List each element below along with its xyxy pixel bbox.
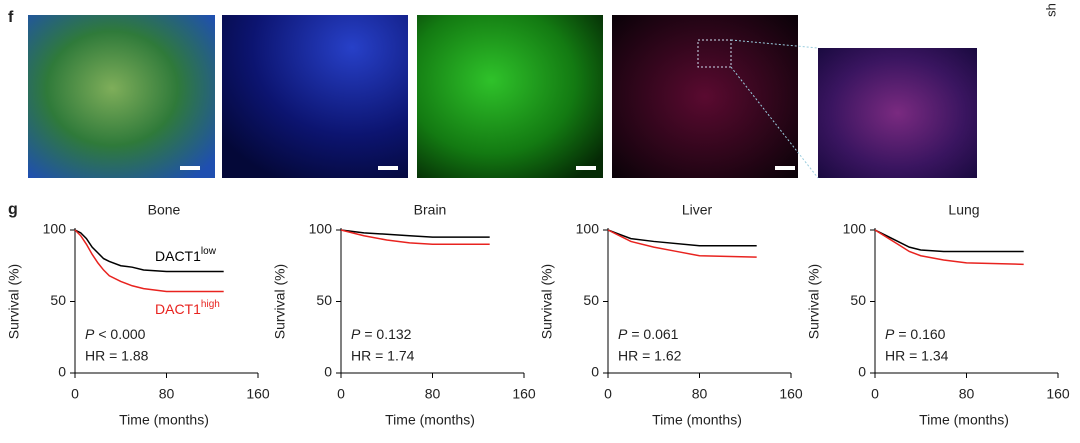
chart-title: Liver xyxy=(682,202,713,218)
micrograph-blue xyxy=(222,15,408,178)
p-value: P = 0.160 xyxy=(885,326,946,342)
y-tick-label: 100 xyxy=(309,221,333,237)
legend-entry: DACT1high xyxy=(155,299,220,317)
hazard-ratio: HR = 1.34 xyxy=(885,348,949,364)
p-value: P = 0.132 xyxy=(351,326,412,342)
survival-curve xyxy=(74,229,224,293)
x-tick-label: 0 xyxy=(871,386,879,402)
p-symbol: P xyxy=(618,326,628,342)
legend-name: DACT1 xyxy=(155,248,201,264)
hazard-ratio: HR = 1.62 xyxy=(618,348,682,364)
y-tick-label: 50 xyxy=(50,292,66,308)
hazard-ratio: HR = 1.88 xyxy=(85,348,149,364)
p-symbol: P xyxy=(85,326,95,342)
legend-superscript: high xyxy=(201,299,220,310)
y-tick-label: 50 xyxy=(850,292,866,308)
y-tick-label: 100 xyxy=(576,221,600,237)
y-axis-label: Survival (%) xyxy=(272,264,288,339)
x-tick-label: 80 xyxy=(425,386,441,402)
y-axis-label: Survival (%) xyxy=(6,264,22,339)
chart-title: Bone xyxy=(148,202,181,218)
scale-bar xyxy=(576,166,596,170)
p-text: < 0.000 xyxy=(98,326,145,342)
y-tick-label: 100 xyxy=(843,221,867,237)
scale-bar xyxy=(378,166,398,170)
x-axis-label: Time (months) xyxy=(385,412,475,428)
x-tick-label: 160 xyxy=(1046,386,1070,402)
p-value: P < 0.000 xyxy=(85,326,146,342)
y-axis-label: Survival (%) xyxy=(539,264,555,339)
y-tick-label: 0 xyxy=(858,364,866,380)
chart-title: Lung xyxy=(948,202,979,218)
p-value: P = 0.061 xyxy=(618,326,679,342)
y-axis-label: Survival (%) xyxy=(806,264,822,339)
x-axis-label: Time (months) xyxy=(652,412,742,428)
legend-name: DACT1 xyxy=(155,301,201,317)
y-tick-label: 50 xyxy=(583,292,599,308)
zoom-line xyxy=(730,39,819,49)
p-symbol: P xyxy=(885,326,895,342)
p-text: = 0.132 xyxy=(364,326,411,342)
y-tick-label: 0 xyxy=(324,364,332,380)
zoom-line xyxy=(730,66,819,179)
x-tick-label: 0 xyxy=(71,386,79,402)
micrograph-inset xyxy=(818,48,977,178)
x-axis-label: Time (months) xyxy=(119,412,209,428)
x-axis-label: Time (months) xyxy=(919,412,1009,428)
x-tick-label: 80 xyxy=(692,386,708,402)
micrograph-green xyxy=(417,15,603,178)
x-tick-label: 160 xyxy=(512,386,536,402)
hazard-ratio: HR = 1.74 xyxy=(351,348,415,364)
x-tick-label: 80 xyxy=(959,386,975,402)
y-tick-label: 0 xyxy=(591,364,599,380)
x-tick-label: 80 xyxy=(159,386,175,402)
corner-text: sh xyxy=(1043,3,1058,17)
legend-superscript: low xyxy=(201,246,217,257)
scale-bar xyxy=(180,166,200,170)
survival-curve xyxy=(74,229,224,273)
survival-curve xyxy=(607,229,757,247)
x-tick-label: 0 xyxy=(337,386,345,402)
x-tick-label: 0 xyxy=(604,386,612,402)
x-tick-label: 160 xyxy=(246,386,270,402)
survival-curve xyxy=(607,229,757,258)
panel-label: g xyxy=(8,201,18,218)
survival-curve xyxy=(874,229,1024,253)
survival-curve xyxy=(874,229,1024,266)
p-text: = 0.160 xyxy=(898,326,945,342)
y-tick-label: 50 xyxy=(316,292,332,308)
chart-title: Brain xyxy=(414,202,447,218)
p-symbol: P xyxy=(351,326,361,342)
zoom-box xyxy=(697,39,732,68)
micrograph-merge xyxy=(28,15,215,178)
legend-entry: DACT1low xyxy=(155,246,217,264)
x-tick-label: 160 xyxy=(779,386,803,402)
survival-curve xyxy=(340,229,490,246)
panel-label: f xyxy=(8,9,14,26)
y-tick-label: 100 xyxy=(43,221,67,237)
micrograph-red xyxy=(612,15,798,178)
survival-curve xyxy=(340,229,490,238)
p-text: = 0.061 xyxy=(631,326,678,342)
scale-bar xyxy=(775,166,795,170)
y-tick-label: 0 xyxy=(58,364,66,380)
